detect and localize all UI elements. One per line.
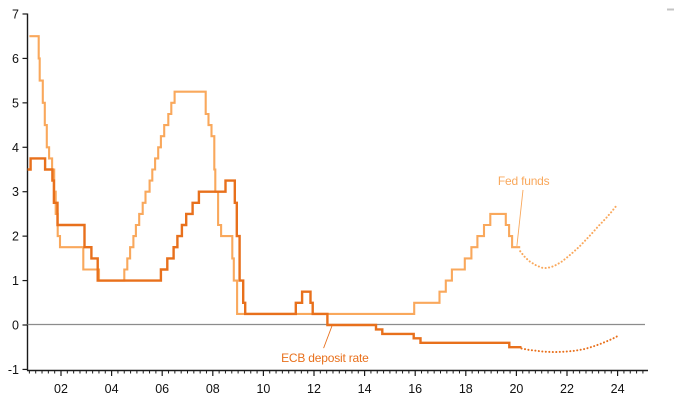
corner-artifact-dash: [667, 8, 674, 11]
fed-funds-label: Fed funds: [498, 174, 550, 188]
x-tick-label: 18: [459, 382, 473, 396]
fed-funds-line: [29, 35, 521, 315]
ecb-deposit-rate-line: [27, 157, 522, 349]
ecb-deposit-rate-label: ECB deposit rate: [281, 351, 369, 365]
x-axis: 02 04 06 08 10 12 14 16 18 20 22 24: [27, 369, 648, 396]
series-lines: [27, 35, 619, 354]
x-tick-label: 24: [611, 382, 625, 396]
y-axis: -1 0 1 2 3 4 5 6 7: [8, 7, 29, 377]
y-tick-label: 2: [12, 230, 19, 244]
x-tick-label: 14: [358, 382, 372, 396]
y-tick-label: 5: [12, 96, 19, 110]
y-tick-label: -1: [8, 363, 19, 377]
ecb-deposit-rate-pointer-line: [323, 325, 333, 349]
x-tick-label: 20: [509, 382, 523, 396]
y-tick-label: 1: [12, 274, 19, 288]
x-tick-label: 04: [105, 382, 119, 396]
y-tick-label: 7: [12, 7, 19, 21]
x-tick-label: 02: [54, 382, 68, 396]
fed-funds-forecast-line: [519, 203, 619, 270]
y-tick-label: 3: [12, 185, 19, 199]
x-tick-label: 06: [155, 382, 169, 396]
ecb-deposit-rate-forecast-line: [520, 335, 619, 354]
x-tick-label: 10: [256, 382, 270, 396]
y-tick-label: 6: [12, 52, 19, 66]
fed-funds-pointer-line: [516, 189, 524, 246]
x-tick-label: 08: [206, 382, 220, 396]
x-tick-label: 16: [408, 382, 422, 396]
x-tick-label: 12: [307, 382, 321, 396]
x-tick-label: 22: [560, 382, 574, 396]
y-tick-label: 0: [12, 319, 19, 333]
y-tick-label: 4: [12, 141, 19, 155]
